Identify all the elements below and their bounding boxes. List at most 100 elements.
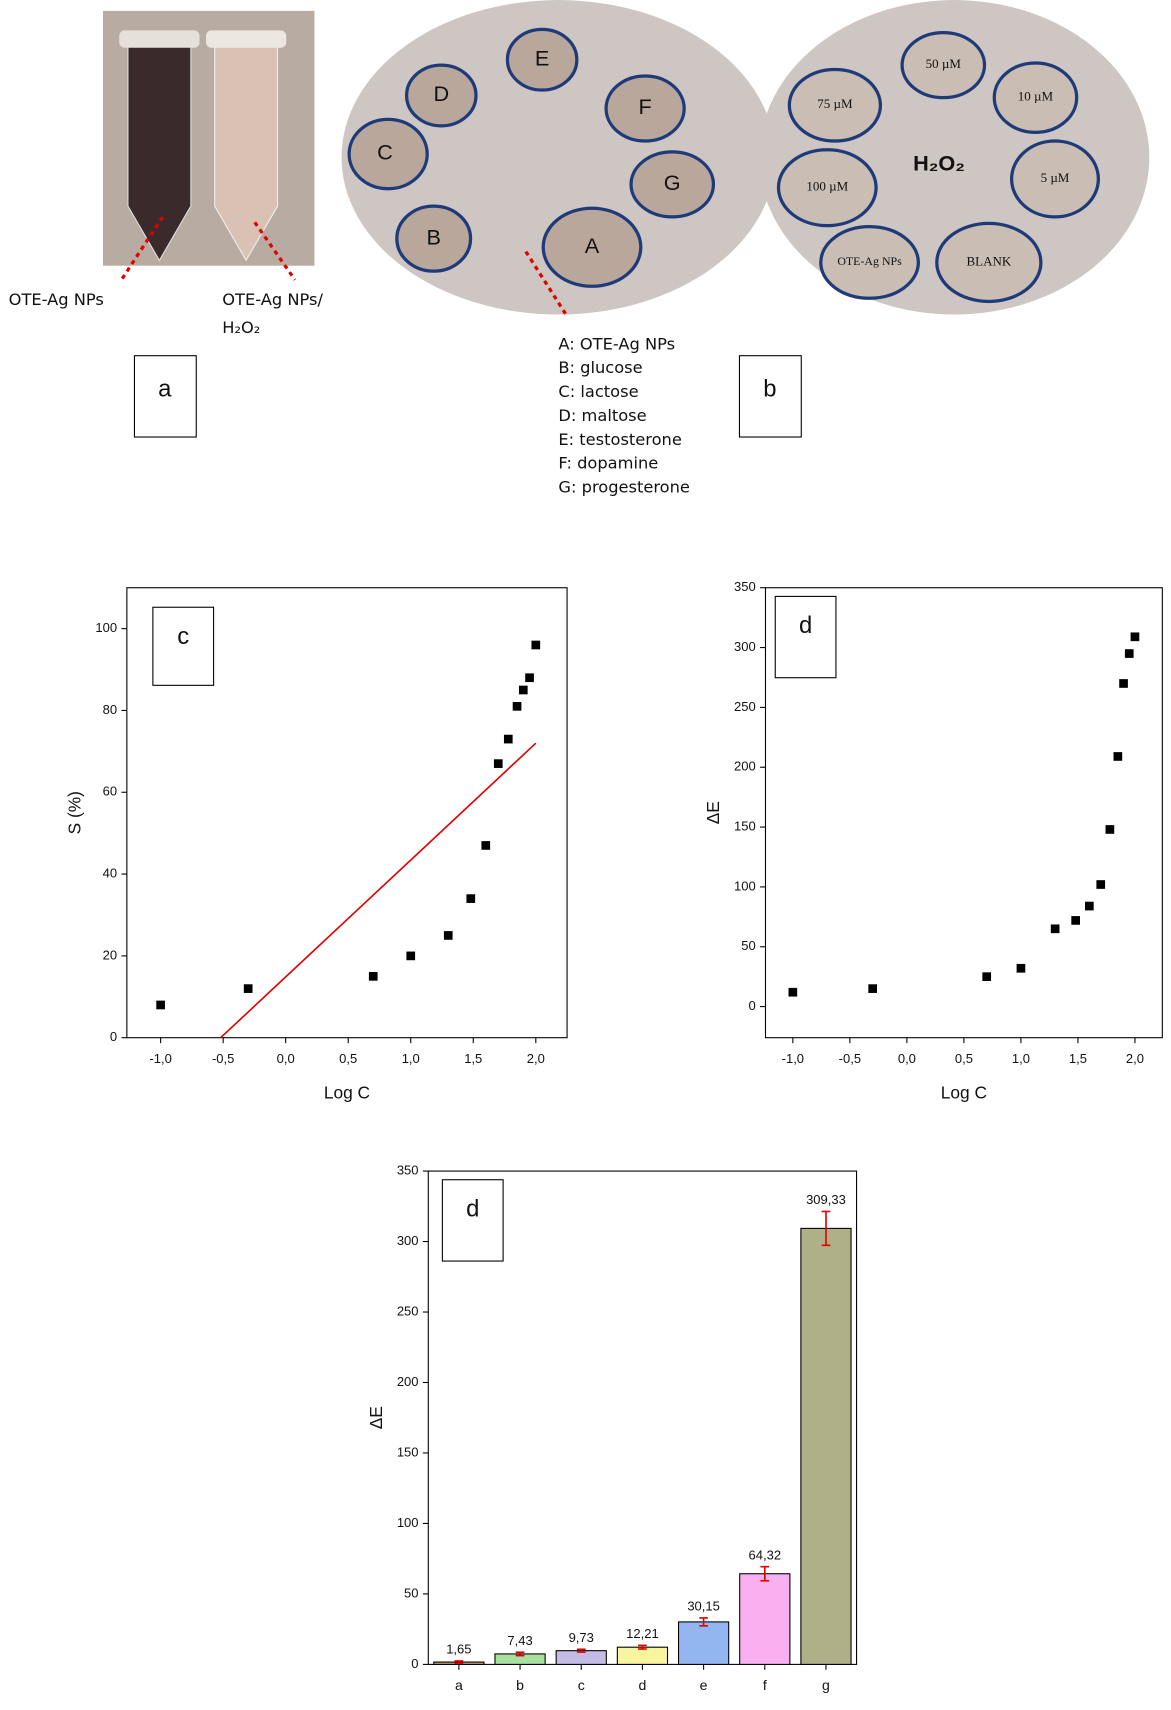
x-axis-label: Log C [324, 1083, 370, 1103]
well-label: 100 µM [806, 179, 848, 194]
point [494, 759, 503, 768]
point [369, 972, 378, 981]
tube-label: H₂O₂ [222, 318, 260, 337]
legend-item: F: dopamine [558, 454, 658, 473]
point [1085, 902, 1094, 911]
y-axis-label: S (%) [64, 791, 84, 834]
x-tick-label: 1,5 [1069, 1051, 1087, 1066]
well-label: F [639, 94, 652, 119]
legend-item: D: maltose [558, 406, 646, 425]
y-tick-label: 100 [397, 1515, 419, 1530]
y-tick-label: 20 [103, 947, 117, 962]
y-tick-label: 200 [397, 1374, 419, 1389]
x-tick-label: -0,5 [212, 1051, 234, 1066]
y-tick-label: 350 [397, 1162, 419, 1177]
x-tick-label: 0,5 [955, 1051, 973, 1066]
x-tick-label: -1,0 [782, 1051, 804, 1066]
fit-line [221, 743, 536, 1038]
x-tick-label: 0,5 [339, 1051, 357, 1066]
y-tick-label: 0 [411, 1656, 418, 1671]
point [504, 735, 513, 744]
point [1096, 880, 1105, 889]
y-tick-label: 0 [748, 998, 755, 1013]
x-tick-label: d [639, 1677, 647, 1693]
x-tick-label: 1,0 [1012, 1051, 1030, 1066]
panel-label: b [763, 376, 776, 403]
panel-label: a [158, 376, 172, 403]
value-label: 7,43 [507, 1633, 532, 1648]
x-tick-label: 1,5 [464, 1051, 482, 1066]
point [1119, 679, 1128, 688]
panel-label: d [466, 1195, 479, 1222]
y-axis-label: ΔE [703, 801, 723, 824]
bar [740, 1574, 790, 1665]
x-tick-label: -1,0 [149, 1051, 171, 1066]
legend-item: G: progesterone [558, 477, 690, 496]
well-label: 75 µM [817, 96, 853, 111]
value-label: 12,21 [626, 1626, 659, 1641]
plate-title: H₂O₂ [913, 151, 965, 176]
bar [801, 1228, 851, 1664]
y-tick-label: 60 [103, 784, 117, 799]
value-label: 30,15 [687, 1599, 720, 1614]
legend-item: C: lactose [558, 382, 638, 401]
y-tick-label: 100 [95, 620, 117, 635]
y-tick-label: 200 [734, 759, 756, 774]
point [982, 972, 991, 981]
well-label: 50 µM [926, 56, 962, 71]
tube-label: OTE-Ag NPs [9, 290, 104, 309]
x-tick-label: e [700, 1677, 708, 1693]
well-label: 5 µM [1041, 170, 1070, 185]
point [406, 952, 415, 961]
x-tick-label: a [455, 1677, 463, 1693]
well-label: OTE-Ag NPs [837, 254, 902, 268]
value-label: 64,32 [749, 1547, 782, 1562]
x-tick-label: g [822, 1677, 830, 1693]
y-tick-label: 80 [103, 702, 117, 717]
point [789, 988, 798, 997]
point [1114, 752, 1123, 761]
y-tick-label: 300 [397, 1233, 419, 1248]
figure: OTE-Ag NPs OTE-Ag NPs/ H₂O₂ a A B C D E … [0, 0, 1171, 1710]
point [531, 641, 540, 650]
x-tick-label: c [578, 1677, 585, 1693]
y-tick-label: 250 [734, 699, 756, 714]
value-label: 1,65 [446, 1642, 471, 1657]
point [481, 841, 490, 850]
x-tick-label: 0,0 [898, 1051, 916, 1066]
well-label: C [377, 140, 393, 165]
x-tick-label: b [516, 1677, 524, 1693]
x-tick-label: 2,0 [527, 1051, 545, 1066]
well-label: D [433, 81, 449, 106]
legend-item: E: testosterone [558, 430, 681, 449]
panel-label: c [177, 623, 189, 650]
point [1131, 632, 1140, 641]
tube-label: OTE-Ag NPs/ [222, 290, 323, 309]
point [444, 931, 453, 940]
x-tick-label: 2,0 [1126, 1051, 1144, 1066]
y-tick-label: 250 [397, 1303, 419, 1318]
tube-photo [103, 11, 314, 266]
point [1017, 964, 1026, 973]
well-label: A [585, 233, 600, 258]
bar [679, 1622, 729, 1664]
well-label: E [535, 45, 549, 70]
point [519, 686, 528, 695]
legend: A: OTE-Ag NPs B: glucose C: lactose D: m… [558, 334, 690, 496]
y-tick-label: 150 [397, 1444, 419, 1459]
legend-item: A: OTE-Ag NPs [558, 334, 675, 353]
point [1071, 916, 1080, 925]
y-tick-label: 50 [404, 1585, 418, 1600]
x-tick-label: 0,0 [277, 1051, 295, 1066]
point [244, 984, 253, 993]
x-axis-label: Log C [941, 1083, 987, 1103]
y-tick-label: 150 [734, 819, 756, 834]
y-axis-label: ΔE [366, 1406, 386, 1429]
well-label: G [664, 170, 681, 195]
y-tick-label: 350 [734, 579, 756, 594]
panel-label: d [799, 612, 812, 639]
well-label: BLANK [966, 253, 1011, 268]
y-tick-label: 300 [734, 639, 756, 654]
point [525, 673, 534, 682]
point [868, 984, 877, 993]
